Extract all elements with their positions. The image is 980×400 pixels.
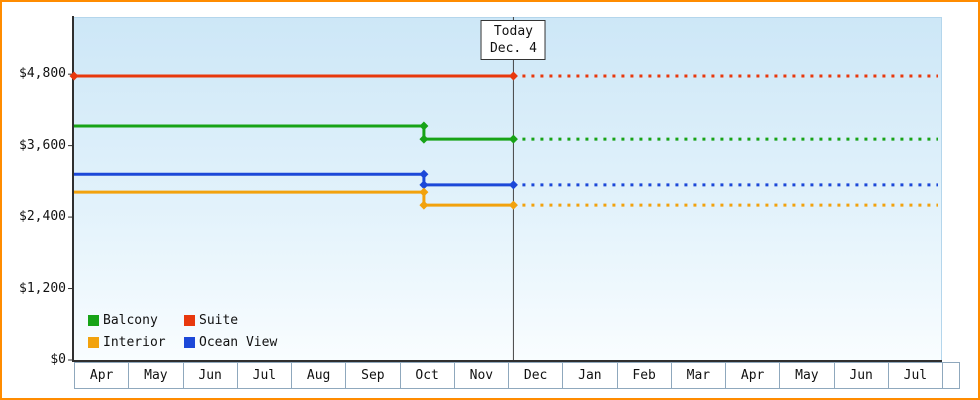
- series-line-balcony: [74, 124, 514, 141]
- plot-area: [74, 17, 942, 360]
- series-marker: [419, 180, 429, 190]
- legend-item-interior: Interior: [88, 335, 184, 350]
- month-label-may-1: May: [128, 362, 184, 389]
- series-line-interior: [74, 190, 514, 207]
- series-marker: [508, 71, 518, 81]
- legend-swatch: [88, 337, 99, 348]
- legend: Balcony Suite Interior Ocean View: [88, 313, 277, 350]
- legend-label: Balcony: [103, 313, 158, 328]
- today-label-line2: Dec. 4: [489, 41, 537, 56]
- legend-label: Ocean View: [199, 335, 278, 350]
- legend-item-ocean-view: Ocean View: [184, 335, 277, 350]
- series-marker: [69, 71, 79, 81]
- month-label-apr-0: Apr: [74, 362, 130, 389]
- month-label-apr-12: Apr: [725, 362, 781, 389]
- month-label-sep-5: Sep: [345, 362, 401, 389]
- month-label-oct-6: Oct: [399, 362, 455, 389]
- month-label-jun-14: Jun: [833, 362, 889, 389]
- month-label-feb-10: Feb: [616, 362, 672, 389]
- legend-label: Interior: [103, 335, 166, 350]
- y-tick-label: $0: [50, 352, 66, 367]
- month-label-partial: [942, 362, 960, 389]
- today-label-box: Today Dec. 4: [480, 20, 546, 60]
- series-line-ocean-view: [74, 172, 514, 187]
- legend-item-balcony: Balcony: [88, 313, 184, 328]
- month-label-jan-9: Jan: [562, 362, 618, 389]
- y-tick-label: $4,800: [19, 66, 66, 82]
- legend-swatch: [88, 315, 99, 326]
- month-label-jul-3: Jul: [236, 362, 292, 389]
- month-label-mar-11: Mar: [670, 362, 726, 389]
- month-label-jul-15: Jul: [887, 362, 943, 389]
- today-label-line1: Today: [493, 24, 533, 39]
- legend-swatch: [184, 315, 195, 326]
- series-marker: [419, 200, 429, 210]
- month-label-nov-7: Nov: [453, 362, 509, 389]
- series-marker: [419, 134, 429, 144]
- y-tick-label: $1,200: [19, 280, 66, 296]
- y-tick-label: $2,400: [19, 209, 66, 225]
- legend-swatch: [184, 337, 195, 348]
- month-label-aug-4: Aug: [291, 362, 347, 389]
- series-marker: [508, 134, 518, 144]
- series-marker: [419, 169, 429, 179]
- series-marker: [508, 180, 518, 190]
- month-label-dec-8: Dec: [508, 362, 564, 389]
- month-label-may-13: May: [779, 362, 835, 389]
- y-tick-label: $3,600: [19, 137, 66, 153]
- series-marker: [419, 121, 429, 131]
- legend-label: Suite: [199, 313, 239, 328]
- legend-item-suite: Suite: [184, 313, 277, 328]
- month-label-jun-2: Jun: [182, 362, 238, 389]
- series-marker: [508, 200, 518, 210]
- series-marker: [419, 187, 429, 197]
